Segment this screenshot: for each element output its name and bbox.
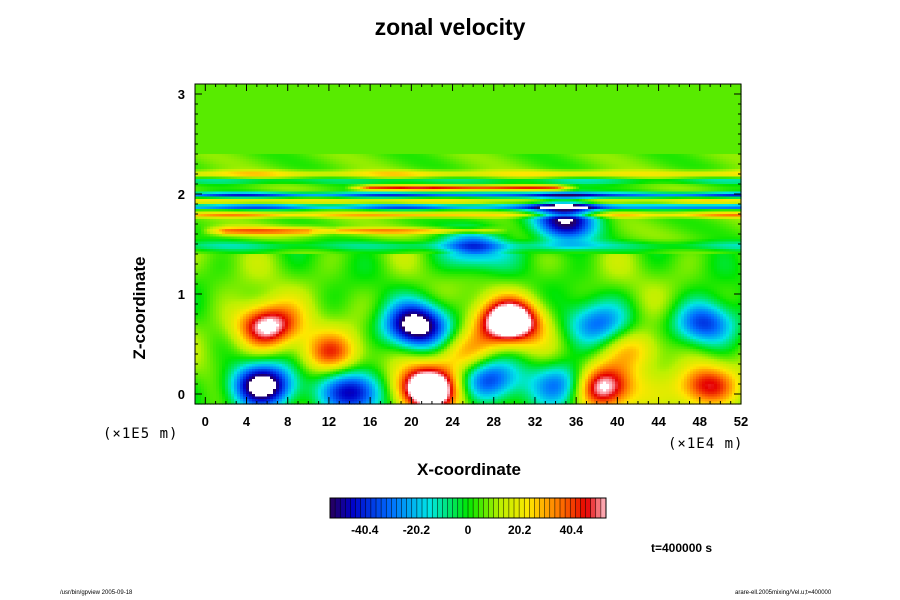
x-tick-label: 12 [322,414,336,429]
y-tick-label: 0 [178,387,185,402]
x-tick-label: 52 [734,414,748,429]
time-label: t=400000 s [651,541,712,555]
footer-left: /usr/bin/gpview 2005-09-18 [60,590,132,596]
colorbar-segment [508,498,515,518]
colorbar-segment [350,498,356,518]
colorbar-segment [401,498,407,518]
colorbar-segment [411,498,418,518]
heatmap-field [195,84,742,405]
colorbar-segment [534,498,540,518]
x-tick-label: 0 [202,414,209,429]
x-tick-label: 8 [284,414,291,429]
colorbar-segment [335,498,341,518]
colorbar-tick-label: 0 [465,523,472,537]
colorbar-segment [462,498,469,518]
colorbar-tick-label: 40.4 [560,523,584,537]
colorbar-segment [554,498,561,518]
colorbar-segment [549,498,556,518]
colorbar-segment [457,498,464,518]
colorbar-segment [381,498,387,518]
colorbar-segment [365,498,372,518]
colorbar-segment [565,498,571,518]
colorbar-segment [585,498,591,518]
colorbar-segment [386,498,392,518]
colorbar-segment [391,498,397,518]
colorbar-segment [600,498,607,518]
colorbar-segment [529,498,535,518]
x-tick-label: 40 [610,414,624,429]
colorbar-segment [483,498,489,518]
footer-right: arare-ell.2005mixing/Vel.u;t=400000 [735,590,831,596]
colorbar-segment [340,498,346,518]
colorbar-segment [437,498,443,518]
colorbar-tick-label: -40.4 [351,523,379,537]
colorbar-segment [442,498,448,518]
colorbar-segment [427,498,433,518]
x-tick-label: 4 [243,414,251,429]
y-tick-label: 2 [178,187,185,202]
x-scale-label: (×1E4 m) [668,436,743,452]
colorbar-segment [524,498,530,518]
colorbar-segment [498,498,505,518]
x-tick-label: 44 [651,414,666,429]
colorbar-segment [580,498,586,518]
colorbar-segment [422,498,428,518]
colorbar-segment [452,498,459,518]
colorbar-segment [595,498,602,518]
colorbar-segment [330,498,336,518]
colorbar-frame [329,497,607,519]
colorbar-segment [355,498,361,518]
colorbar-segment [468,498,474,518]
colorbar-segment [370,498,377,518]
colorbar-segment [575,498,581,518]
colorbar-tick-label: 20.2 [508,523,532,537]
x-tick-label: 36 [569,414,583,429]
colorbar-segment [473,498,479,518]
x-tick-label: 32 [528,414,542,429]
colorbar-segment [503,498,510,518]
colorbar-segment [560,498,566,518]
colorbar-segment [478,498,484,518]
x-tick-label: 24 [445,414,460,429]
y-tick-label: 3 [178,87,185,102]
chart-title: zonal velocity [0,14,900,41]
x-tick-label: 16 [363,414,377,429]
colorbar-segment [376,498,382,518]
colorbar-segment [447,498,453,518]
x-axis-label: X-coordinate [0,460,900,480]
x-tick-label: 28 [487,414,501,429]
colorbar-segment [416,498,423,518]
colorbar-segment [345,498,351,518]
colorbar-segment [406,498,413,518]
x-tick-label: 48 [693,414,707,429]
y-scale-label: (×1E5 m) [103,426,178,442]
colorbar-segment [360,498,367,518]
x-tick-label: 20 [404,414,418,429]
colorbar-segment [570,498,576,518]
colorbar-tick-label: -20.2 [403,523,431,537]
colorbar-segment [519,498,525,518]
colorbar: -40.4 -20.2 0 20.2 40.4 [329,497,607,537]
colorbar-segment [396,498,402,518]
colorbar-segment [493,498,499,518]
colorbar-segment [488,498,494,518]
colorbar-segment [590,498,597,518]
colorbar-segment [539,498,545,518]
y-axis-label: Z-coordinate [130,257,150,360]
y-tick-label: 1 [178,287,185,302]
colorbar-segment [544,498,551,518]
colorbar-segment [514,498,520,518]
colorbar-segment [432,498,438,518]
